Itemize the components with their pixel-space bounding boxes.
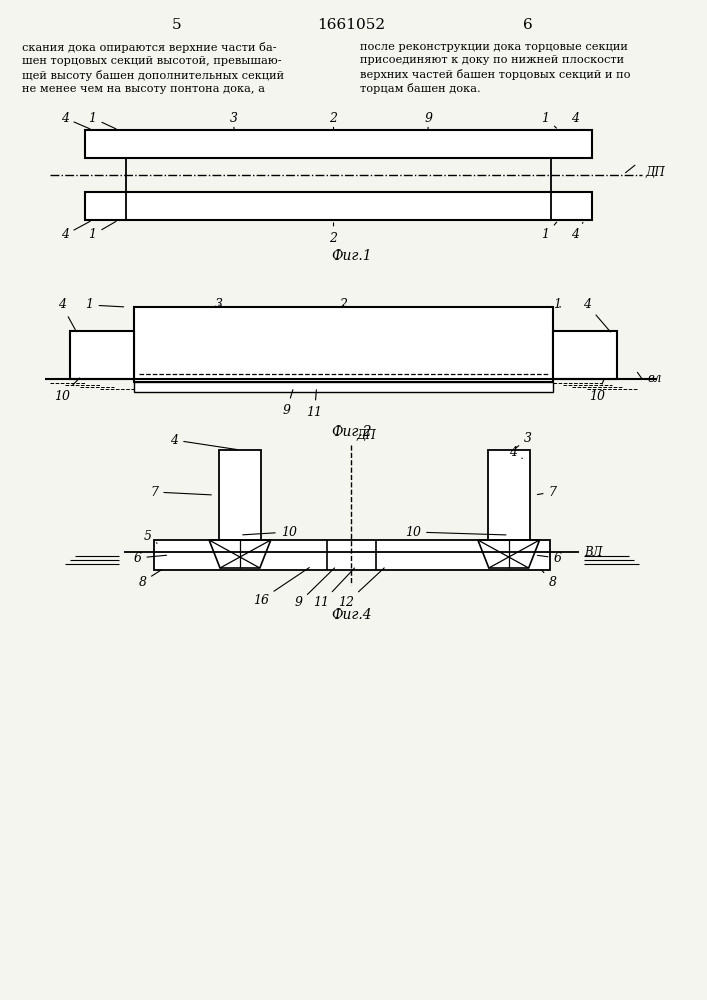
Text: 6: 6 <box>522 18 532 32</box>
Text: 9: 9 <box>295 568 334 609</box>
Text: 9: 9 <box>424 111 432 130</box>
Text: 2: 2 <box>339 298 347 312</box>
Text: 1: 1 <box>86 298 124 312</box>
Bar <box>219 450 261 540</box>
Text: 11: 11 <box>314 568 354 609</box>
Text: 16: 16 <box>253 568 309 606</box>
Text: 4: 4 <box>58 298 76 332</box>
Text: скания дока опираются верхние части ба-
шен торцовых секций высотой, превышаю-
щ: скания дока опираются верхние части ба- … <box>22 42 284 94</box>
Text: ДП: ДП <box>356 429 376 442</box>
Text: 4: 4 <box>571 222 583 241</box>
Bar <box>488 450 530 540</box>
Text: 10: 10 <box>243 526 297 538</box>
Text: 2: 2 <box>329 223 337 244</box>
Text: 7: 7 <box>537 486 556 498</box>
Bar <box>553 331 617 379</box>
Text: 8: 8 <box>542 570 556 588</box>
Text: 10: 10 <box>405 526 506 538</box>
Text: Фиг.2: Фиг.2 <box>331 425 372 439</box>
Bar <box>134 382 553 392</box>
Text: Фиг.1: Фиг.1 <box>331 249 372 263</box>
Text: 4: 4 <box>61 111 90 129</box>
Text: 12: 12 <box>339 568 384 609</box>
Bar <box>134 307 553 382</box>
Text: 8: 8 <box>139 569 162 588</box>
Text: 1: 1 <box>542 111 556 128</box>
Text: Фиг.4: Фиг.4 <box>331 608 372 622</box>
Text: 4: 4 <box>509 446 522 458</box>
Text: 3: 3 <box>516 432 532 448</box>
Text: 3: 3 <box>215 298 223 312</box>
Text: 5: 5 <box>171 18 181 32</box>
Text: 4: 4 <box>583 298 610 332</box>
Text: 1: 1 <box>88 111 116 129</box>
Text: 9: 9 <box>283 390 293 416</box>
Bar <box>154 540 549 570</box>
Text: 6: 6 <box>134 552 166 564</box>
Text: 11: 11 <box>307 390 322 418</box>
Text: ВЛ: ВЛ <box>585 546 603 558</box>
Text: 2: 2 <box>329 111 337 130</box>
Text: 4: 4 <box>61 221 90 241</box>
Text: 1: 1 <box>554 298 561 312</box>
Bar <box>85 130 592 158</box>
Text: 5: 5 <box>144 530 157 543</box>
Text: вл: вл <box>647 372 662 385</box>
Text: ДП: ДП <box>645 165 665 178</box>
Text: 10: 10 <box>54 378 80 402</box>
Text: 10: 10 <box>590 379 605 402</box>
Text: 7: 7 <box>151 486 211 498</box>
Bar <box>70 331 134 379</box>
Text: 4: 4 <box>571 111 585 130</box>
Text: 1: 1 <box>542 222 556 241</box>
Text: после реконструкции дока торцовые секции
присоединяют к доку по нижней плоскости: после реконструкции дока торцовые секции… <box>361 42 631 94</box>
Text: 1: 1 <box>88 221 116 241</box>
Text: 1661052: 1661052 <box>317 18 385 32</box>
Text: 3: 3 <box>230 111 238 130</box>
Bar <box>85 192 592 220</box>
Text: 6: 6 <box>537 552 561 564</box>
Text: 4: 4 <box>170 434 237 450</box>
